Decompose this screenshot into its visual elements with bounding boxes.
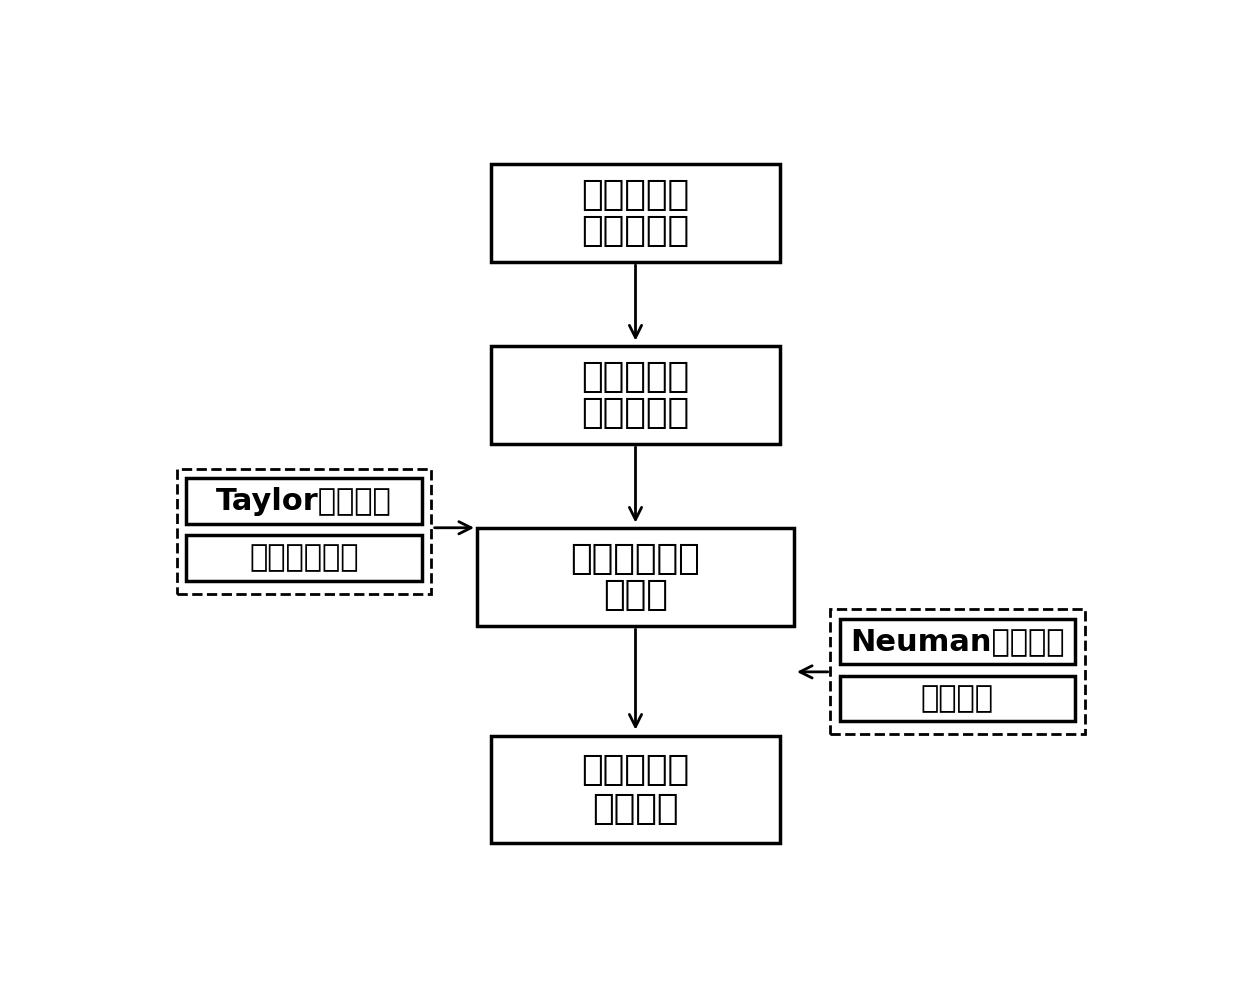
FancyBboxPatch shape bbox=[186, 536, 422, 581]
FancyBboxPatch shape bbox=[491, 164, 780, 262]
FancyBboxPatch shape bbox=[491, 737, 780, 842]
Text: 建立不确定: 建立不确定 bbox=[582, 361, 689, 394]
Text: Taylor级数展开: Taylor级数展开 bbox=[216, 487, 392, 516]
FancyBboxPatch shape bbox=[186, 479, 422, 524]
Text: Neuman级数展开: Neuman级数展开 bbox=[851, 627, 1065, 656]
Text: 气动力模型: 气动力模型 bbox=[582, 396, 689, 429]
Text: 上、下界: 上、下界 bbox=[593, 792, 678, 825]
Text: 升力系数的: 升力系数的 bbox=[582, 754, 689, 787]
FancyBboxPatch shape bbox=[839, 619, 1075, 664]
Text: 区间定量化: 区间定量化 bbox=[582, 214, 689, 248]
Text: 不确定参数: 不确定参数 bbox=[582, 178, 689, 212]
FancyBboxPatch shape bbox=[477, 528, 794, 626]
Text: 区间扩张理论: 区间扩张理论 bbox=[249, 544, 358, 572]
Text: 升力系数计算: 升力系数计算 bbox=[570, 543, 701, 576]
FancyBboxPatch shape bbox=[491, 346, 780, 444]
Text: 表达式: 表达式 bbox=[603, 578, 668, 612]
FancyBboxPatch shape bbox=[839, 676, 1075, 721]
Text: 摄动理论: 摄动理论 bbox=[921, 684, 994, 713]
